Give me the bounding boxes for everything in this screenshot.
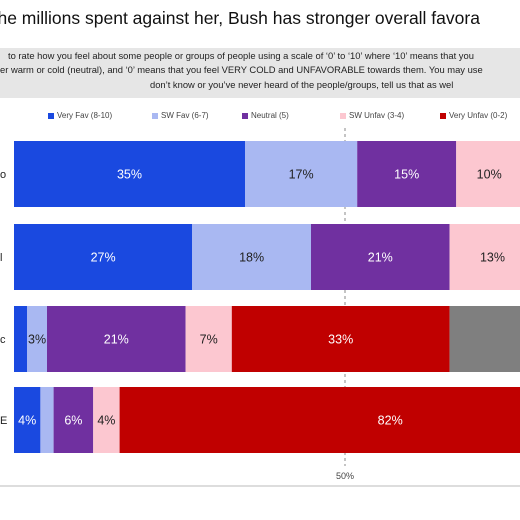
row-label-fragment: l <box>0 252 2 264</box>
row-label-fragment: E <box>0 415 7 427</box>
legend-label-very-fav: Very Fav (8-10) <box>57 111 113 120</box>
legend-swatch-neutral <box>242 113 248 119</box>
legend-swatch-sw-fav <box>152 113 158 119</box>
bar-segment-very_fav <box>14 306 28 372</box>
question-line-3: don’t know or you’ve never heard of the … <box>150 79 454 90</box>
data-label: 6% <box>64 414 82 428</box>
chart-legend: Very Fav (8-10) SW Fav (6-7) Neutral (5)… <box>0 108 520 124</box>
data-label: 33% <box>328 333 353 347</box>
row-label-fragment: o <box>0 169 6 181</box>
question-line-1: to rate how you feel about some people o… <box>8 50 474 61</box>
legend-swatch-sw-unfav <box>340 113 346 119</box>
bar-segment-sw_fav <box>40 387 54 453</box>
bar-segment-very_fav <box>14 141 245 207</box>
bar-segment-sw_unfav <box>185 306 232 372</box>
legend-swatch-very-fav <box>48 113 54 119</box>
data-label: 82% <box>378 414 403 428</box>
data-label: 4% <box>18 414 36 428</box>
data-label: 21% <box>104 333 129 347</box>
bar-segment-very_fav <box>14 224 193 290</box>
legend-label-neutral: Neutral (5) <box>251 111 289 120</box>
bar-segment-neutral <box>357 141 457 207</box>
data-label: 13% <box>480 251 505 265</box>
bar-segment-neutral <box>311 224 450 290</box>
bar-segment-neutral <box>53 387 94 453</box>
bar-segment-very_fav <box>14 387 41 453</box>
row-label-fragment: c <box>0 334 6 346</box>
bar-segment-sw_unfav <box>456 141 520 207</box>
bar-segment-very_unfav <box>119 387 520 453</box>
data-label: 4% <box>97 414 115 428</box>
bar-segment-neutral <box>47 306 186 372</box>
bar-segment-very_unfav <box>231 306 450 372</box>
legend-label-sw-unfav: SW Unfav (3-4) <box>349 111 405 120</box>
data-label: 35% <box>117 168 142 182</box>
bar-segment-sw_fav <box>27 306 47 372</box>
legend-label-sw-fav: SW Fav (6-7) <box>161 111 209 120</box>
data-label: 15% <box>394 168 419 182</box>
data-label: 27% <box>91 251 116 265</box>
legend-swatch-very-unfav <box>440 113 446 119</box>
data-label: 10% <box>477 168 502 182</box>
bar-segment-sw_unfav <box>93 387 120 453</box>
data-label: 17% <box>289 168 314 182</box>
bar-segment-sw_unfav <box>449 224 520 290</box>
data-label: 3% <box>28 333 46 347</box>
x-tick-label-50: 50% <box>336 471 354 481</box>
chart-title: e the millions spent against her, Bush h… <box>0 8 480 28</box>
data-label: 18% <box>239 251 264 265</box>
bar-segment-sw_fav <box>192 224 311 290</box>
bar-segment-unknown <box>449 306 520 372</box>
legend-label-very-unfav: Very Unfav (0-2) <box>449 111 508 120</box>
data-label: 7% <box>200 333 218 347</box>
data-label: 21% <box>368 251 393 265</box>
survey-question-box: to rate how you feel about some people o… <box>0 48 520 98</box>
bar-segment-sw_fav <box>245 141 358 207</box>
question-line-2: er warm or cold (neutral), and ‘0’ means… <box>0 64 483 75</box>
